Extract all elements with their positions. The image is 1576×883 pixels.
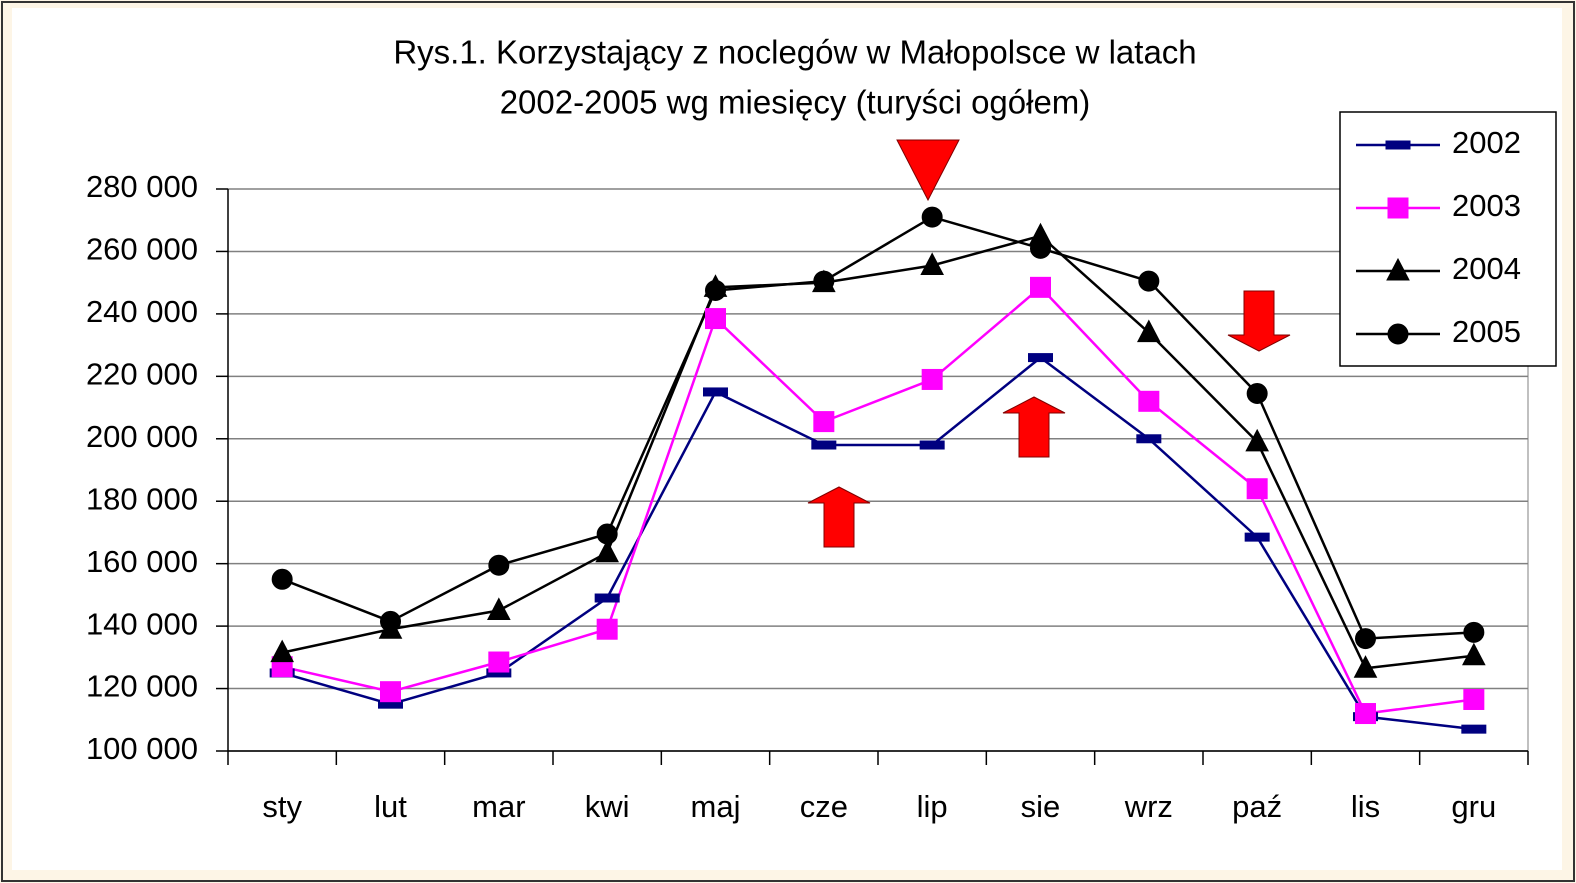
marker bbox=[705, 308, 726, 330]
x-tick-label: lip bbox=[917, 789, 948, 824]
y-tick-label: 220 000 bbox=[86, 357, 198, 392]
x-tick-label: paź bbox=[1232, 789, 1282, 824]
y-tick-label: 120 000 bbox=[86, 669, 198, 704]
marker bbox=[1461, 724, 1487, 734]
series-line bbox=[281, 285, 1474, 715]
y-tick-label: 200 000 bbox=[86, 419, 198, 454]
marker bbox=[1246, 478, 1268, 500]
marker bbox=[813, 270, 835, 292]
marker bbox=[1387, 323, 1409, 345]
y-tick-label: 180 000 bbox=[86, 481, 198, 516]
legend bbox=[1339, 111, 1557, 367]
marker bbox=[921, 368, 943, 390]
marker bbox=[1463, 621, 1485, 643]
series-line bbox=[281, 215, 1474, 640]
marker bbox=[813, 411, 835, 433]
marker bbox=[1355, 703, 1376, 725]
marker bbox=[705, 279, 726, 301]
arrow-up bbox=[807, 486, 871, 548]
y-tick-label: 100 000 bbox=[86, 731, 198, 766]
marker bbox=[1028, 353, 1053, 363]
x-tick-label: lis bbox=[1351, 789, 1380, 824]
marker bbox=[1387, 197, 1409, 219]
marker bbox=[1138, 270, 1160, 292]
marker bbox=[811, 440, 837, 450]
marker bbox=[1138, 390, 1160, 412]
marker bbox=[380, 681, 401, 703]
y-tick-label: 240 000 bbox=[86, 294, 198, 329]
plot: 100 000 120 000 140 000 160 000 180 000 200 0… bbox=[86, 169, 1529, 824]
legend-label: 2002 bbox=[1452, 125, 1521, 160]
x-tick-label: mar bbox=[472, 789, 525, 824]
series-line bbox=[281, 234, 1474, 670]
marker bbox=[488, 651, 510, 673]
marker bbox=[1462, 642, 1486, 666]
marker bbox=[380, 610, 401, 632]
marker bbox=[488, 554, 510, 576]
x-tick-label: sie bbox=[1021, 789, 1061, 824]
marker bbox=[1386, 257, 1410, 281]
x-tick-label: wrz bbox=[1124, 789, 1173, 824]
marker bbox=[1355, 628, 1376, 650]
marker bbox=[1030, 237, 1051, 259]
x-tick-label: lut bbox=[374, 789, 407, 824]
chart-title: Rys.1. Korzystający z noclegów w Małopol… bbox=[393, 34, 1196, 71]
marker bbox=[594, 593, 620, 603]
marker bbox=[271, 568, 293, 590]
marker bbox=[270, 639, 294, 663]
marker bbox=[596, 618, 618, 640]
marker bbox=[1137, 319, 1161, 343]
marker bbox=[595, 539, 619, 563]
arrow-down bbox=[1227, 290, 1291, 352]
arrow-down bbox=[896, 139, 960, 202]
marker bbox=[1463, 688, 1485, 710]
marker bbox=[703, 387, 728, 397]
marker bbox=[1385, 140, 1411, 150]
y-tick-label: 260 000 bbox=[86, 232, 198, 267]
chart-title: 2002-2005 wg miesięcy (turyści ogółem) bbox=[500, 84, 1091, 121]
plot-area bbox=[227, 188, 1529, 752]
marker bbox=[1245, 428, 1269, 452]
x-tick-label: cze bbox=[800, 789, 848, 824]
marker bbox=[596, 523, 618, 545]
marker bbox=[1353, 655, 1378, 678]
marker bbox=[1030, 276, 1051, 298]
marker bbox=[487, 597, 511, 620]
legend-label: 2005 bbox=[1452, 314, 1521, 349]
marker bbox=[1246, 383, 1268, 405]
x-tick-label: gru bbox=[1451, 789, 1496, 824]
x-tick-label: sty bbox=[262, 789, 302, 824]
marker bbox=[919, 440, 945, 450]
arrow-up bbox=[1002, 396, 1066, 458]
legend-label: 2003 bbox=[1452, 188, 1521, 223]
x-tick-label: kwi bbox=[585, 789, 630, 824]
y-tick-label: 140 000 bbox=[86, 606, 198, 641]
marker bbox=[920, 252, 944, 275]
y-tick-label: 160 000 bbox=[86, 544, 198, 579]
marker bbox=[1244, 532, 1270, 542]
series-line bbox=[281, 356, 1474, 731]
x-tick-label: maj bbox=[691, 789, 741, 824]
y-tick-label: 280 000 bbox=[86, 169, 198, 204]
legend-label: 2004 bbox=[1452, 251, 1521, 286]
marker bbox=[1136, 434, 1162, 444]
marker bbox=[921, 206, 943, 228]
